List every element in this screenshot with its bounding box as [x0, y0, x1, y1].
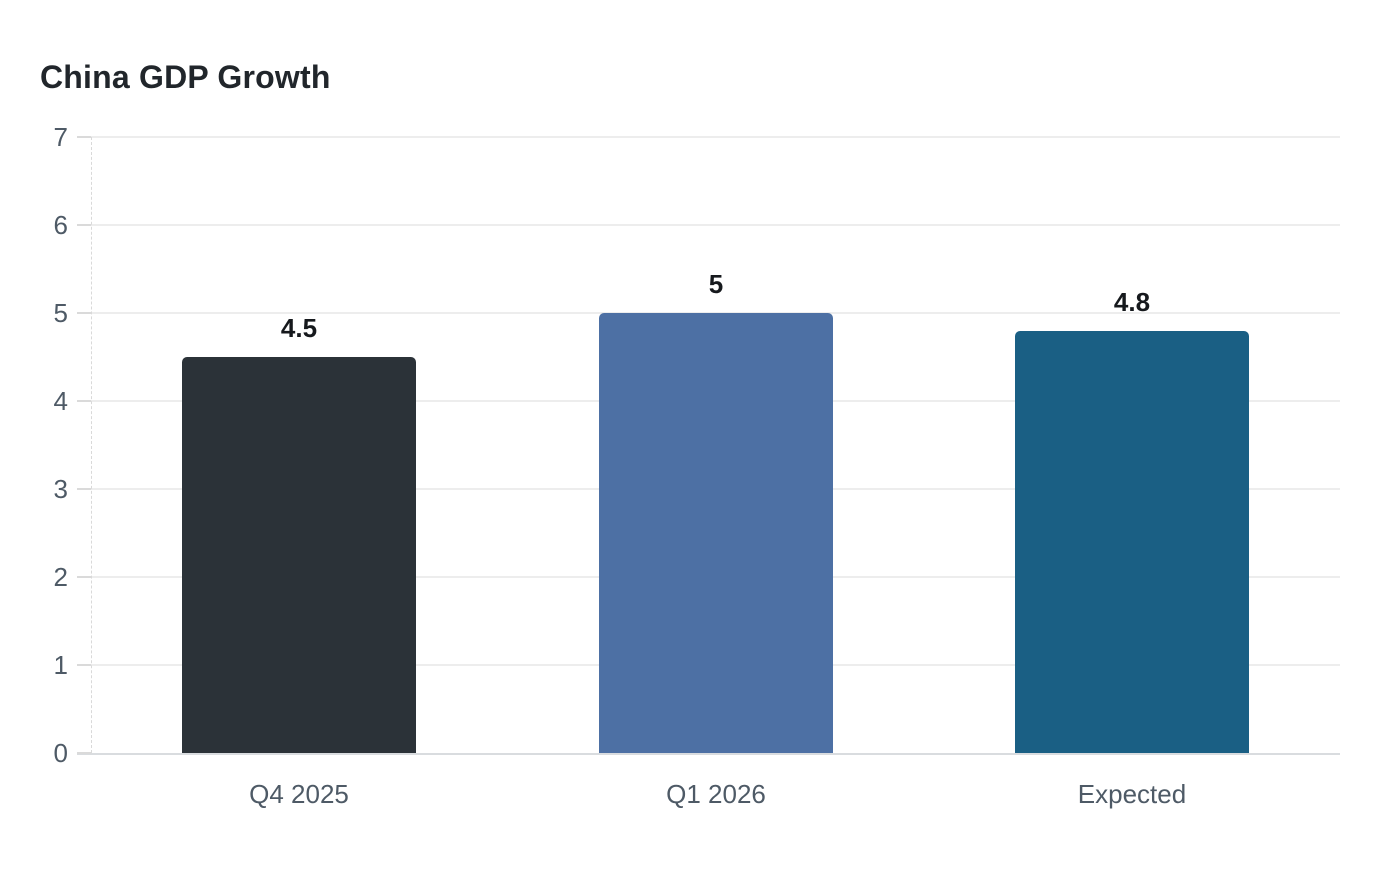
y-tick-label: 2	[53, 562, 68, 592]
bar-value-label: 5	[708, 269, 724, 299]
y-tick-label: 6	[53, 210, 68, 240]
bar-value-label: 4.5	[280, 313, 318, 343]
x-axis-category-label: Q1 2026	[666, 779, 766, 809]
bar-expected	[1015, 331, 1249, 753]
chart-title: China GDP Growth	[40, 59, 331, 95]
y-gridline	[91, 224, 1340, 226]
y-tick-label: 4	[53, 386, 68, 416]
bar-q1-2026	[599, 313, 833, 753]
y-axis-tick	[77, 488, 91, 490]
y-axis-tick	[77, 752, 91, 754]
y-tick-label: 1	[53, 650, 68, 680]
x-axis-baseline	[77, 753, 1340, 755]
x-axis-category-label: Expected	[1077, 779, 1187, 809]
y-axis-tick	[77, 224, 91, 226]
y-axis-tick	[77, 312, 91, 314]
y-axis-tick	[77, 400, 91, 402]
y-axis-line	[91, 137, 92, 753]
y-tick-label: 5	[53, 298, 68, 328]
y-axis-tick	[77, 576, 91, 578]
y-gridline	[91, 136, 1340, 138]
y-axis-tick	[77, 136, 91, 138]
y-tick-label: 0	[53, 738, 68, 768]
y-tick-label: 3	[53, 474, 68, 504]
x-axis-category-label: Q4 2025	[249, 779, 349, 809]
bar-q4-2025	[182, 357, 416, 753]
y-tick-label: 7	[53, 122, 68, 152]
bar-value-label: 4.8	[1113, 287, 1151, 317]
y-axis-tick	[77, 664, 91, 666]
